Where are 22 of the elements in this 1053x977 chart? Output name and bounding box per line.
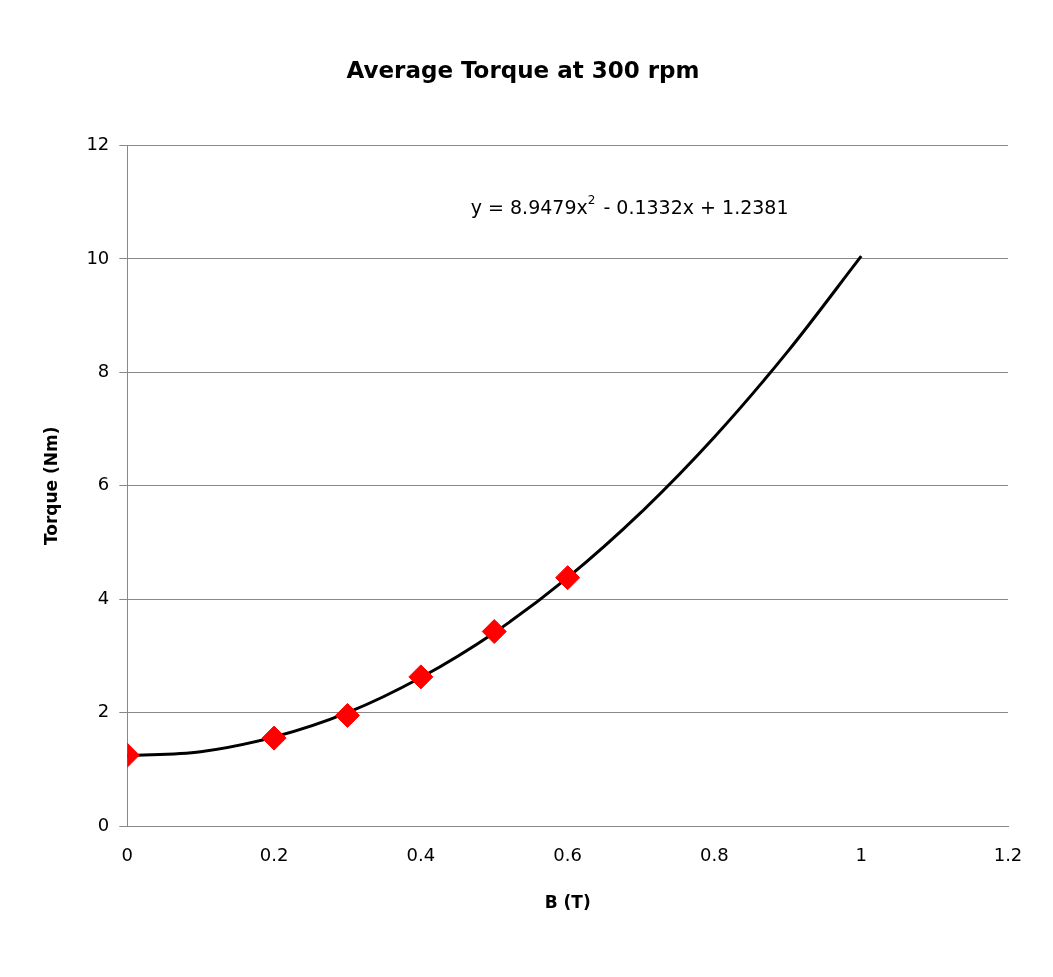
y-tick-label: 6 (97, 473, 110, 495)
x-tick-label: 0 (121, 844, 134, 866)
point (481, 619, 507, 645)
x-tick-label: 0.8 (700, 844, 729, 866)
x-tick-label: 1.2 (993, 844, 1023, 866)
x-tick-label: 0.4 (406, 844, 436, 866)
y-tick-label: 8 (97, 360, 110, 382)
x-tick-label: 1 (855, 844, 867, 866)
point (334, 702, 360, 728)
point (555, 565, 581, 591)
y-axis-title: Torque (Nm) (40, 426, 61, 546)
y-tick-label: 0 (97, 813, 110, 835)
y-tick-label: 12 (86, 133, 110, 155)
point (261, 725, 287, 751)
chart-title: Average Torque at 300 rpm (346, 56, 700, 83)
x-tick-label: 0.6 (553, 844, 582, 866)
y-tick-label: 10 (86, 246, 110, 268)
y-tick-label: 2 (97, 700, 110, 722)
y-tick-label: 4 (97, 586, 110, 608)
x-tick-label: 0.2 (259, 844, 289, 866)
point (408, 664, 434, 690)
x-axis-title: B (T) (544, 892, 591, 913)
